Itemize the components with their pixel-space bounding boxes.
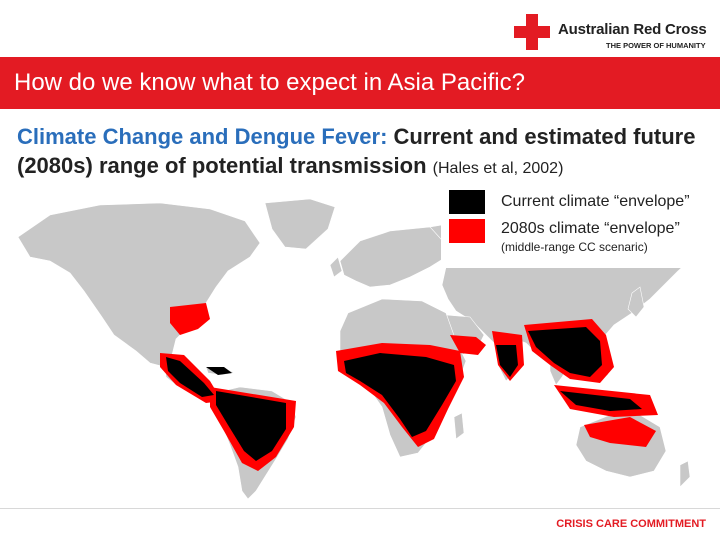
- europe: [339, 226, 451, 288]
- future-north-australia: [584, 417, 656, 447]
- current-central-america: [166, 357, 214, 397]
- current-south-america: [216, 391, 286, 461]
- red-cross-logo: Australian Red Cross THE POWER OF HUMANI…: [510, 12, 715, 52]
- legend-label-current: Current climate “envelope”: [501, 193, 690, 210]
- greenland: [264, 198, 336, 250]
- slide-title: How do we know what to expect in Asia Pa…: [14, 69, 525, 96]
- org-name: Australian Red Cross: [558, 21, 707, 38]
- subtitle-rest: Current and estimated future (2080s) ran…: [17, 124, 696, 178]
- legend-swatch-current: [449, 190, 485, 214]
- future-us-southeast: [170, 303, 210, 335]
- north-america: [17, 202, 261, 368]
- current-india: [496, 345, 518, 377]
- subtitle-lead: Climate Change and Dengue Fever:: [17, 124, 388, 149]
- org-tagline: THE POWER OF HUMANITY: [606, 41, 706, 50]
- footer-text: CRISIS CARE COMMITMENT: [556, 518, 706, 530]
- red-cross-icon: [514, 14, 550, 50]
- legend-note-future: (middle-range CC scenaric): [501, 240, 648, 254]
- footer-divider: [0, 508, 720, 509]
- legend-label-future: 2080s climate “envelope”: [501, 220, 680, 237]
- current-envelope-regions: [166, 327, 642, 461]
- current-se-asia: [528, 327, 602, 377]
- map-subtitle: Climate Change and Dengue Fever: Current…: [17, 122, 707, 183]
- current-africa: [344, 353, 456, 437]
- uk: [329, 256, 343, 278]
- map-legend: Current climate “envelope” 2080s climate…: [441, 185, 709, 268]
- japan: [627, 286, 645, 318]
- title-bar: How do we know what to expect in Asia Pa…: [0, 57, 720, 109]
- current-caribbean: [206, 367, 232, 375]
- legend-swatch-future: [449, 219, 485, 243]
- madagascar: [453, 412, 465, 440]
- subtitle-citation: (Hales et al, 2002): [432, 160, 564, 177]
- current-indonesia: [560, 391, 642, 411]
- new-zealand: [679, 460, 691, 488]
